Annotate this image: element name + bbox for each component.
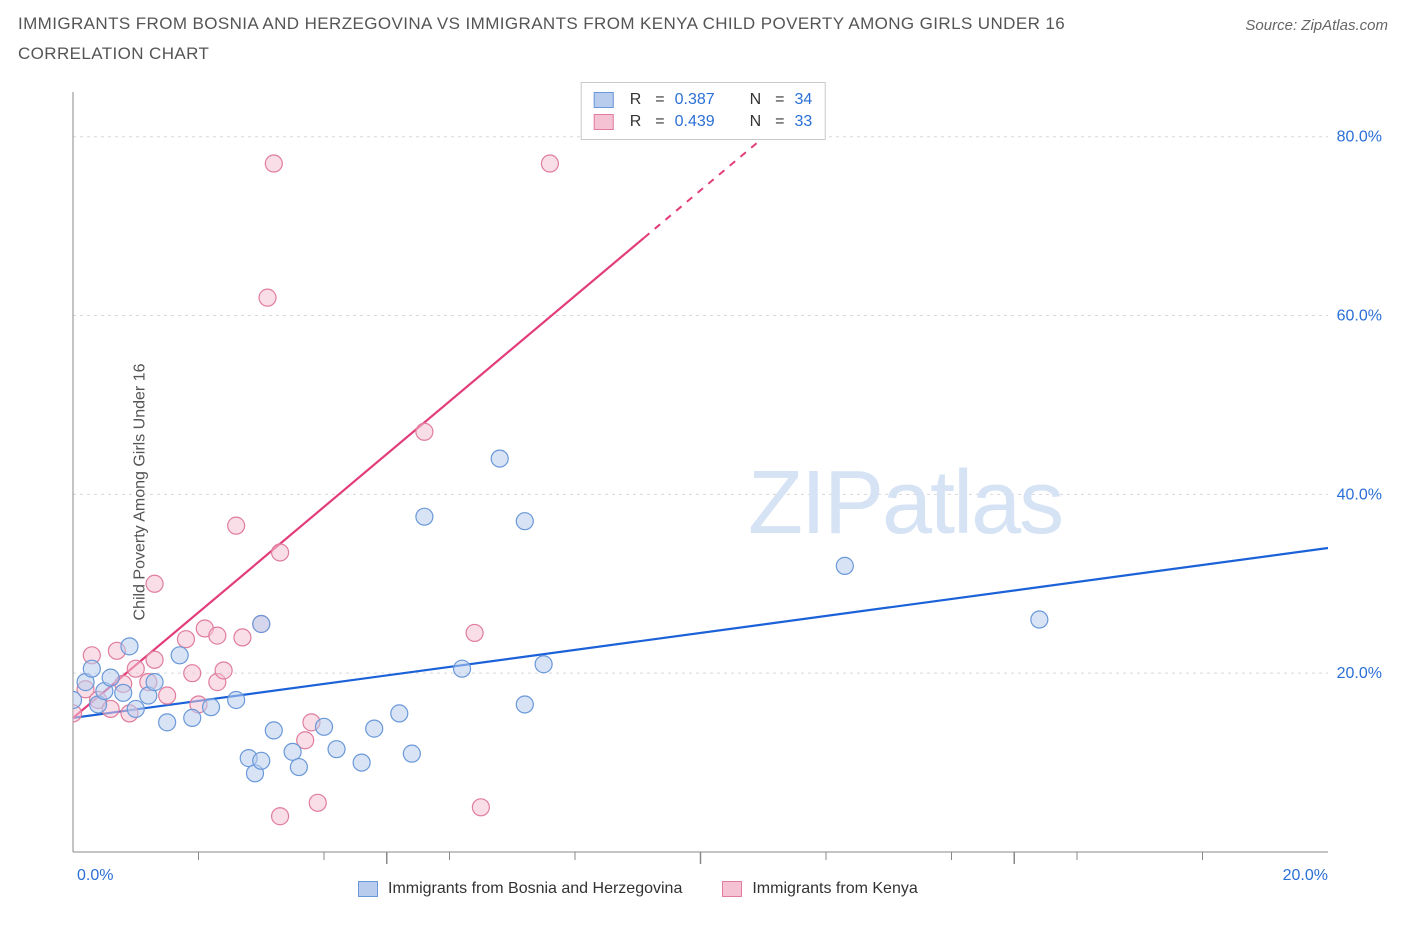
svg-text:20.0%: 20.0% [1337,665,1382,682]
legend-swatch-series2 [722,881,742,897]
svg-text:0.0%: 0.0% [77,867,113,884]
y-axis-label: Child Poverty Among Girls Under 16 [132,364,150,621]
legend-label-series2: Immigrants from Kenya [752,880,917,898]
source-citation: Source: ZipAtlas.com [1245,17,1388,34]
svg-text:20.0%: 20.0% [1283,867,1328,884]
chart-subtitle: CORRELATION CHART [18,44,1388,64]
r-value-series1: 0.387 [675,91,715,109]
chart-title: IMMIGRANTS FROM BOSNIA AND HERZEGOVINA V… [18,14,1065,34]
n-value-series2: 33 [794,113,812,131]
legend-swatch-series1 [594,92,614,108]
chart-container: Child Poverty Among Girls Under 16 20.0%… [18,82,1388,902]
legend-swatch-series2 [594,114,614,130]
svg-text:60.0%: 60.0% [1337,308,1382,325]
legend-stats: R = 0.387 N = 34 R = 0.439 N = 33 [581,82,826,140]
svg-text:40.0%: 40.0% [1337,486,1382,503]
legend-label-series1: Immigrants from Bosnia and Herzegovina [388,880,682,898]
r-value-series2: 0.439 [675,113,715,131]
legend-swatch-series1 [358,881,378,897]
svg-text:80.0%: 80.0% [1337,129,1382,146]
n-value-series1: 34 [794,91,812,109]
legend-series: Immigrants from Bosnia and Herzegovina I… [358,880,918,898]
scatter-plot: 20.0% 40.0% 60.0% 80.0% 0.0% 20.0% [18,82,1388,902]
